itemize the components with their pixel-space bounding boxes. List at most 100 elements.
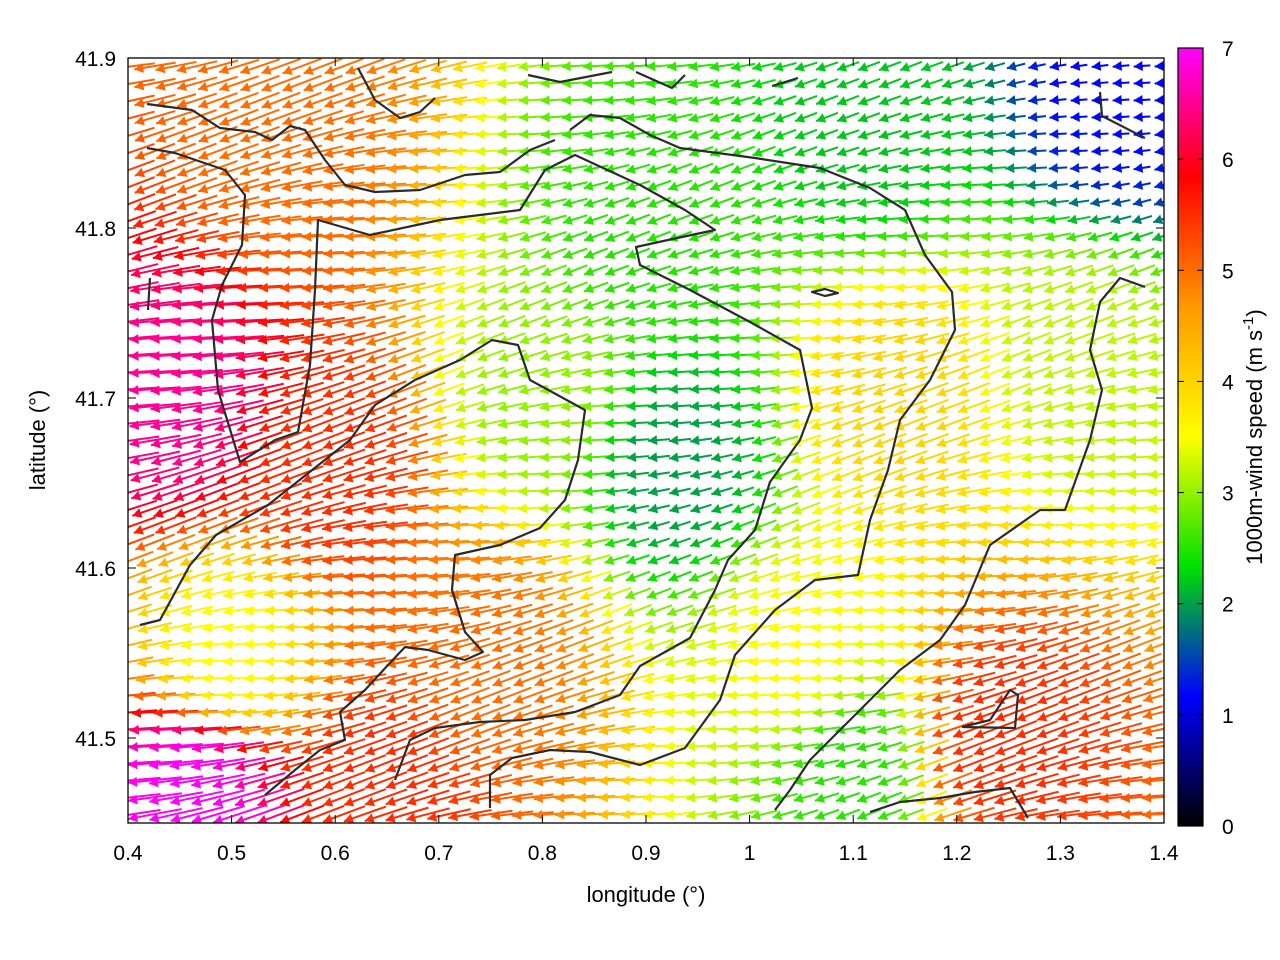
wind-arrow xyxy=(979,382,1011,397)
wind-arrow xyxy=(240,143,280,160)
wind-arrow xyxy=(857,129,881,140)
wind-arrow xyxy=(409,59,447,74)
wind-arrow xyxy=(625,230,651,242)
wind-arrow xyxy=(301,519,345,533)
wind-arrow xyxy=(1079,652,1121,671)
wind-arrow xyxy=(512,587,554,601)
wind-arrow xyxy=(980,266,1010,276)
wind-arrow xyxy=(1112,111,1130,122)
wind-arrow xyxy=(214,399,264,415)
wind-arrow xyxy=(344,299,386,311)
wind-arrow xyxy=(814,792,840,803)
wind-arrow xyxy=(604,230,630,242)
wind-arrow xyxy=(1057,810,1101,821)
wind-arrow xyxy=(407,671,449,687)
wind-arrow xyxy=(577,670,615,687)
wind-arrow xyxy=(450,520,490,531)
wind-arrow xyxy=(234,772,286,790)
wind-arrow xyxy=(730,162,756,174)
wind-arrow xyxy=(899,163,923,174)
wind-arrow xyxy=(1038,588,1078,600)
wind-arrow xyxy=(428,703,470,721)
wind-arrow xyxy=(794,61,818,72)
wind-arrow xyxy=(323,110,365,126)
wind-arrow xyxy=(855,707,883,718)
wind-arrow xyxy=(181,605,213,617)
wind-arrow xyxy=(709,162,735,174)
wind-arrow xyxy=(831,400,865,414)
wind-arrow xyxy=(752,61,776,72)
wind-arrow xyxy=(626,418,650,429)
wind-arrow xyxy=(857,163,881,174)
wind-arrow xyxy=(560,435,590,446)
wind-arrow xyxy=(771,485,799,498)
wind-arrow xyxy=(668,570,692,582)
wind-arrow xyxy=(448,773,492,789)
wind-arrow xyxy=(301,282,345,293)
wind-arrow xyxy=(513,571,553,584)
wind-arrow xyxy=(750,282,778,293)
wind-arrow xyxy=(730,196,756,208)
wind-arrow xyxy=(915,755,949,771)
wind-arrow xyxy=(1001,348,1031,362)
wind-arrow xyxy=(433,314,465,329)
wind-arrow xyxy=(582,333,610,345)
wind-arrow xyxy=(1085,402,1115,413)
wind-arrow xyxy=(365,397,407,416)
wind-arrow xyxy=(815,197,839,208)
wind-arrow xyxy=(387,130,427,141)
wind-arrow xyxy=(219,142,259,160)
wind-arrow xyxy=(301,414,345,433)
wind-arrow xyxy=(385,486,429,499)
wind-arrow xyxy=(914,316,950,328)
wind-arrow xyxy=(953,623,995,634)
wind-arrow xyxy=(1091,145,1109,156)
wind-arrow xyxy=(279,349,325,363)
wind-arrow xyxy=(540,146,568,157)
wind-arrow xyxy=(555,635,595,653)
wind-arrow xyxy=(667,587,693,600)
wind-arrow xyxy=(978,452,1012,464)
wind-arrow xyxy=(1142,742,1164,753)
wind-arrow xyxy=(240,91,280,109)
wind-arrow xyxy=(427,790,471,806)
wind-arrow xyxy=(343,805,387,823)
wind-arrow xyxy=(626,435,650,446)
wind-arrow xyxy=(192,368,244,379)
wind-arrow xyxy=(877,724,903,735)
wind-arrow xyxy=(1085,384,1115,396)
wind-arrow xyxy=(364,806,408,823)
wind-arrow xyxy=(667,112,693,123)
wind-arrow xyxy=(194,464,242,484)
wind-arrow xyxy=(1021,453,1053,463)
wind-arrow xyxy=(344,640,386,651)
wind-arrow xyxy=(497,180,527,191)
wind-arrow xyxy=(406,789,450,806)
wind-arrow xyxy=(1123,602,1161,619)
wind-arrow xyxy=(582,435,610,446)
x-tick-label: 0.8 xyxy=(528,842,557,865)
wind-arrow xyxy=(240,535,280,550)
wind-arrow xyxy=(1006,95,1026,106)
wind-arrow xyxy=(647,469,671,480)
wind-arrow xyxy=(151,264,201,278)
wind-arrow xyxy=(604,401,630,412)
wind-arrow xyxy=(540,129,568,140)
wind-arrow xyxy=(710,520,734,531)
wind-arrow xyxy=(259,740,303,754)
wind-arrow xyxy=(688,570,714,583)
wind-arrow xyxy=(561,95,589,106)
wind-arrow xyxy=(301,754,345,772)
wind-arrow xyxy=(281,215,323,226)
wind-arrow xyxy=(1125,538,1159,549)
wind-arrow xyxy=(773,111,797,123)
wind-arrow xyxy=(915,415,949,431)
wind-arrow xyxy=(709,333,735,344)
wind-arrow xyxy=(794,163,818,174)
wind-arrow xyxy=(171,416,223,432)
wind-arrow xyxy=(239,517,281,534)
wind-arrow xyxy=(176,516,218,535)
wind-arrow xyxy=(1099,775,1143,787)
wind-arrow xyxy=(1036,686,1080,705)
